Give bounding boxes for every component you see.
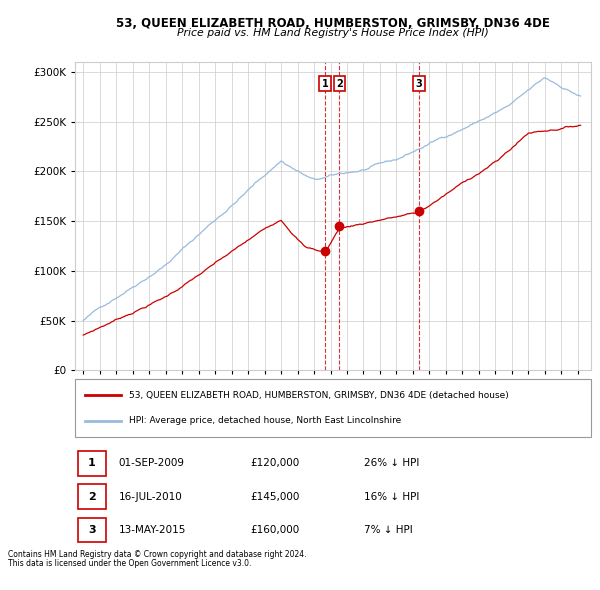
Text: 01-SEP-2009: 01-SEP-2009 [119,458,185,468]
Text: 2: 2 [88,491,95,502]
FancyBboxPatch shape [77,484,106,509]
Text: 1: 1 [322,78,328,88]
Text: 7% ↓ HPI: 7% ↓ HPI [364,525,413,535]
FancyBboxPatch shape [77,451,106,476]
FancyBboxPatch shape [75,379,591,437]
Text: This data is licensed under the Open Government Licence v3.0.: This data is licensed under the Open Gov… [8,559,251,568]
Text: £160,000: £160,000 [250,525,299,535]
Text: 2: 2 [336,78,343,88]
Text: Price paid vs. HM Land Registry's House Price Index (HPI): Price paid vs. HM Land Registry's House … [177,28,489,38]
Text: 53, QUEEN ELIZABETH ROAD, HUMBERSTON, GRIMSBY, DN36 4DE: 53, QUEEN ELIZABETH ROAD, HUMBERSTON, GR… [116,17,550,30]
Text: 16-JUL-2010: 16-JUL-2010 [119,491,182,502]
Text: 3: 3 [416,78,422,88]
Text: Contains HM Land Registry data © Crown copyright and database right 2024.: Contains HM Land Registry data © Crown c… [8,550,307,559]
Text: 53, QUEEN ELIZABETH ROAD, HUMBERSTON, GRIMSBY, DN36 4DE (detached house): 53, QUEEN ELIZABETH ROAD, HUMBERSTON, GR… [129,391,509,400]
Text: HPI: Average price, detached house, North East Lincolnshire: HPI: Average price, detached house, Nort… [129,417,401,425]
Text: 16% ↓ HPI: 16% ↓ HPI [364,491,419,502]
Text: £120,000: £120,000 [250,458,299,468]
Text: 3: 3 [88,525,95,535]
Text: 13-MAY-2015: 13-MAY-2015 [119,525,186,535]
Text: £145,000: £145,000 [250,491,300,502]
Text: 1: 1 [88,458,95,468]
Text: 26% ↓ HPI: 26% ↓ HPI [364,458,419,468]
FancyBboxPatch shape [77,517,106,542]
